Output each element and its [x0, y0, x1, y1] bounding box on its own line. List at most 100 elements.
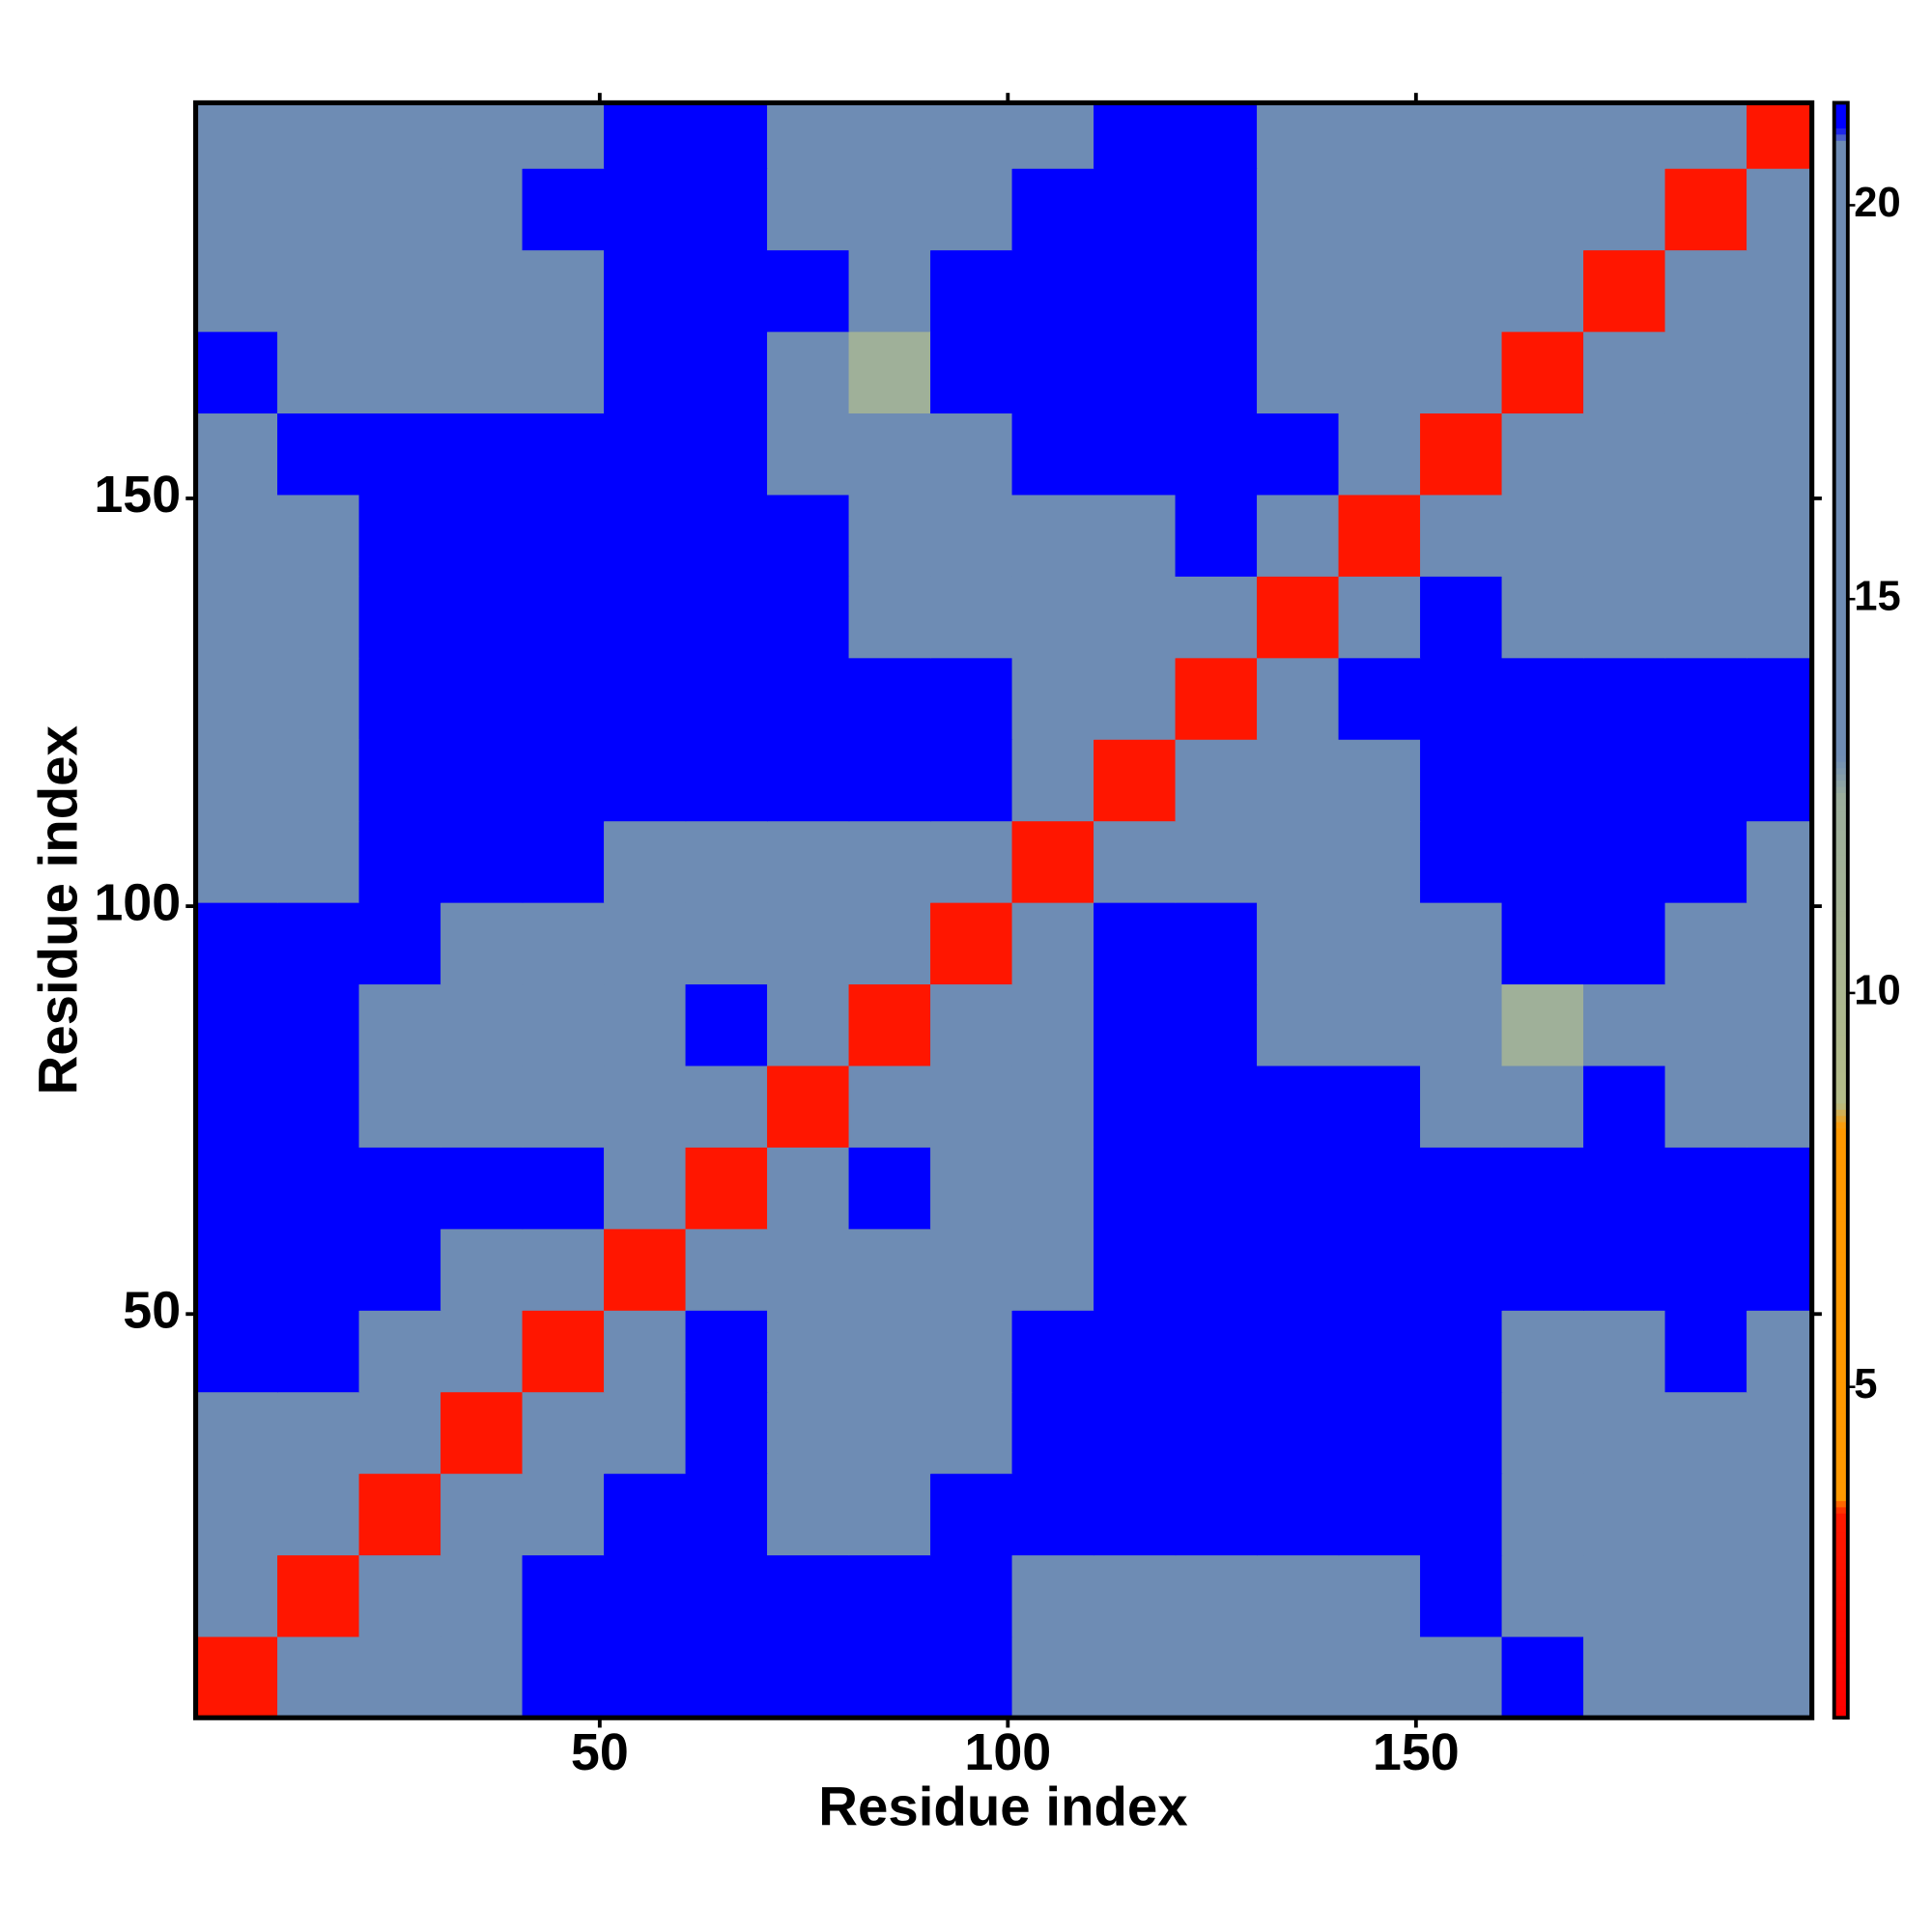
heatmap-cell	[440, 102, 524, 169]
heatmap-cell	[195, 820, 278, 903]
colorbar-slice	[1833, 1264, 1848, 1272]
heatmap-cell	[522, 1635, 605, 1719]
heatmap-cell	[1664, 1147, 1747, 1230]
heatmap-cell	[1175, 738, 1258, 822]
heatmap-cell	[767, 494, 850, 577]
colorbar-slice	[1833, 1593, 1848, 1601]
heatmap-cell	[1011, 901, 1094, 985]
heatmap-cell	[1094, 412, 1177, 496]
colorbar-slice	[1833, 1493, 1848, 1501]
heatmap-cell	[1664, 1554, 1747, 1637]
heatmap-cell	[1664, 576, 1747, 659]
heatmap-cell	[1094, 1472, 1177, 1556]
colorbar-slice	[1833, 1425, 1848, 1434]
colorbar-slice	[1833, 1289, 1848, 1296]
colorbar-slice	[1833, 152, 1848, 160]
colorbar-slice	[1833, 1680, 1848, 1688]
heatmap-cell	[358, 1391, 441, 1474]
colorbar-slice	[1833, 1270, 1848, 1278]
colorbar-slice	[1833, 357, 1848, 365]
colorbar-slice	[1833, 1531, 1848, 1539]
colorbar-slice	[1833, 220, 1848, 228]
heatmap-cell	[1094, 820, 1177, 903]
heatmap-cell	[1420, 1228, 1503, 1311]
heatmap-cell	[358, 1472, 441, 1556]
heatmap-cell	[1338, 901, 1421, 985]
colorbar	[1833, 102, 1848, 1719]
heatmap-cell	[522, 901, 605, 985]
heatmap-cell	[1257, 901, 1340, 985]
colorbar-slice	[1833, 1121, 1848, 1129]
colorbar-slice	[1833, 189, 1848, 197]
heatmap-cell	[1175, 249, 1258, 332]
heatmap-cell	[1175, 820, 1258, 903]
heatmap-cell	[440, 412, 524, 496]
colorbar-slice	[1833, 239, 1848, 247]
heatmap-cell	[1094, 983, 1177, 1066]
heatmap-cell	[195, 1228, 278, 1311]
colorbar-slice	[1833, 1177, 1848, 1184]
y-tick-label: 150	[94, 466, 181, 524]
heatmap-cell	[195, 412, 278, 496]
heatmap-cell	[930, 1310, 1013, 1393]
colorbar-slice	[1833, 892, 1848, 899]
colorbar-slice	[1833, 711, 1848, 719]
heatmap-cell	[277, 167, 360, 251]
heatmap-cell	[1747, 167, 1813, 251]
heatmap-cell	[1501, 249, 1584, 332]
heatmap-cell	[195, 1391, 278, 1474]
colorbar-slice	[1833, 1580, 1848, 1588]
heatmap-cell	[1501, 412, 1584, 496]
colorbar-slice	[1833, 1506, 1848, 1514]
colorbar-slice	[1833, 854, 1848, 862]
heatmap-cell	[1747, 1228, 1813, 1311]
colorbar-slice	[1833, 227, 1848, 235]
colorbar-slice	[1833, 1519, 1848, 1526]
colorbar-slice	[1833, 164, 1848, 172]
colorbar-slice	[1833, 195, 1848, 204]
colorbar-slice	[1833, 506, 1848, 514]
colorbar-slice	[1833, 543, 1848, 552]
heatmap-cell	[440, 330, 524, 414]
colorbar-slice	[1833, 593, 1848, 601]
x-tick-label: 150	[1373, 1723, 1460, 1781]
heatmap-cell	[358, 1554, 441, 1637]
heatmap-cell	[522, 1147, 605, 1230]
colorbar-slice	[1833, 1624, 1848, 1632]
colorbar-slice	[1833, 1084, 1848, 1092]
heatmap-cell	[604, 494, 687, 577]
heatmap-cell	[767, 167, 850, 251]
heatmap-cell	[1175, 1554, 1258, 1637]
heatmap-cell	[277, 983, 360, 1066]
colorbar-slice	[1833, 1388, 1848, 1396]
heatmap-cell	[767, 412, 850, 496]
colorbar-slice	[1833, 1437, 1848, 1446]
heatmap-cell	[1501, 1310, 1584, 1393]
heatmap-cell	[604, 901, 687, 985]
heatmap-cell	[604, 102, 687, 169]
heatmap-cell	[277, 657, 360, 740]
colorbar-slice	[1833, 1040, 1848, 1048]
colorbar-slice	[1833, 1413, 1848, 1421]
colorbar-slice	[1833, 823, 1848, 831]
heatmap-cell	[767, 1554, 850, 1637]
colorbar-slice	[1833, 966, 1848, 974]
colorbar-slice	[1833, 258, 1848, 266]
heatmap-cell	[685, 1472, 768, 1556]
x-tick-label: 50	[571, 1723, 629, 1781]
colorbar-slice	[1833, 432, 1848, 440]
colorbar-slice	[1833, 289, 1848, 297]
colorbar-slice	[1833, 1611, 1848, 1620]
colorbar-slice	[1833, 979, 1848, 986]
colorbar-slice	[1833, 1022, 1848, 1030]
heatmap-cell	[522, 1472, 605, 1556]
heatmap-cell	[277, 102, 360, 169]
colorbar-slice	[1833, 1537, 1848, 1545]
colorbar-slice	[1833, 953, 1848, 961]
colorbar-slice	[1833, 990, 1848, 999]
colorbar-tick-label: 15	[1854, 574, 1900, 620]
heatmap-cell	[848, 102, 931, 169]
colorbar-slice	[1833, 668, 1848, 675]
colorbar-frame	[1832, 100, 1850, 1720]
heatmap-cell	[1420, 330, 1503, 414]
